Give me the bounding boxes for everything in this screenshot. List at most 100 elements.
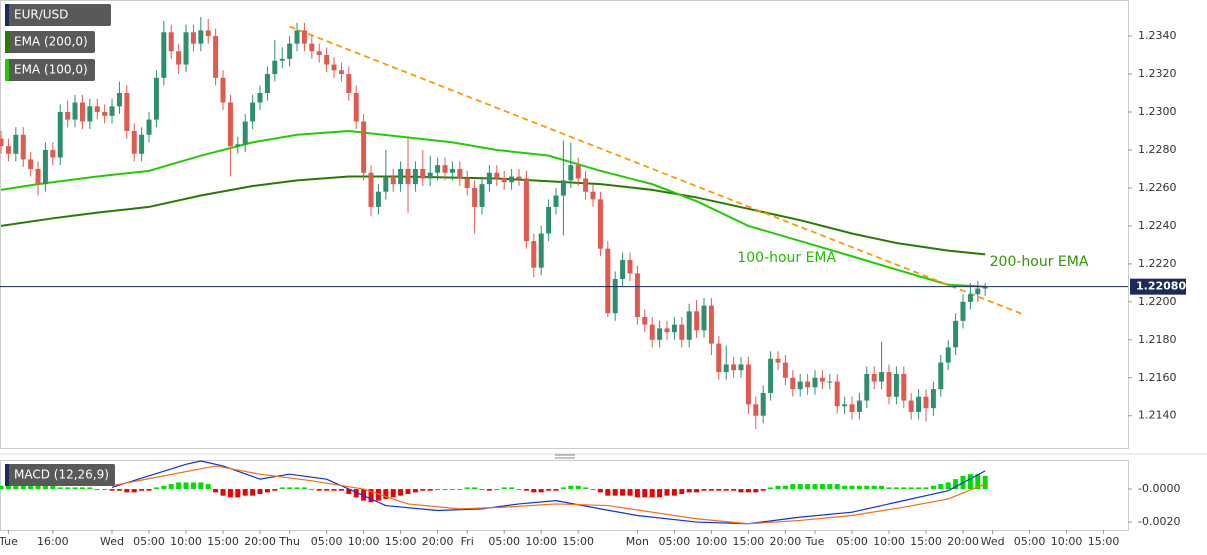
candle-body bbox=[531, 241, 537, 268]
macd-histogram-bar bbox=[871, 485, 877, 490]
symbol-label: EUR/USD bbox=[14, 8, 68, 22]
macd-histogram-bar bbox=[701, 489, 707, 491]
candle-body bbox=[0, 138, 4, 147]
candle-body bbox=[775, 358, 781, 363]
macd-histogram-bar bbox=[649, 489, 655, 498]
macd-histogram-bar bbox=[227, 489, 233, 498]
candle-body bbox=[131, 130, 137, 154]
y-tick-label: 1.2220 bbox=[1138, 257, 1177, 270]
candle-body bbox=[879, 372, 885, 382]
x-tick-label: 20:00 bbox=[770, 535, 802, 548]
candle-body bbox=[901, 373, 907, 401]
candle-body bbox=[301, 30, 307, 44]
macd-histogram-bar bbox=[671, 489, 677, 496]
candle-body bbox=[945, 347, 951, 363]
macd-histogram-bar bbox=[738, 489, 744, 493]
macd-histogram-bar bbox=[479, 489, 485, 491]
candle-body bbox=[383, 176, 389, 192]
candle-body bbox=[464, 178, 470, 188]
candle-body bbox=[368, 172, 374, 207]
macd-histogram-bar bbox=[331, 489, 337, 491]
trendline bbox=[289, 25, 1026, 316]
candle-body bbox=[35, 168, 41, 185]
macd-histogram-bar bbox=[901, 487, 907, 490]
y-tick-label: 1.2240 bbox=[1138, 219, 1177, 232]
x-tick-label: Wed bbox=[981, 535, 1005, 548]
candle-body bbox=[272, 60, 278, 75]
macd-histogram-bar bbox=[516, 489, 522, 491]
candle-body bbox=[353, 93, 359, 122]
macd-histogram-bar bbox=[642, 489, 648, 498]
candle-body bbox=[227, 102, 233, 147]
candle-body bbox=[235, 144, 241, 147]
macd-histogram-bar bbox=[309, 489, 315, 491]
x-tick-label: Tue bbox=[805, 535, 825, 548]
macd-histogram-bar bbox=[494, 489, 500, 491]
macd-histogram-bar bbox=[679, 489, 685, 495]
macd-histogram-bar bbox=[442, 489, 448, 491]
candle-body bbox=[642, 317, 648, 325]
x-tick-label: 10:00 bbox=[348, 535, 380, 548]
y-tick-label: 1.2160 bbox=[1138, 371, 1177, 384]
last-price-box bbox=[1130, 278, 1186, 295]
macd-histogram-bar bbox=[449, 489, 455, 491]
candle-body bbox=[213, 36, 219, 78]
candle-body bbox=[13, 134, 19, 154]
y-tick-label: 1.2280 bbox=[1138, 143, 1177, 156]
candle-body bbox=[568, 165, 574, 181]
macd-histogram-bar bbox=[664, 489, 670, 496]
candle-body bbox=[716, 343, 722, 373]
candle-body bbox=[5, 146, 11, 154]
legend-entry-box bbox=[5, 31, 95, 53]
macd-histogram-bar bbox=[657, 489, 663, 498]
macd-histogram-bar bbox=[686, 489, 692, 493]
candle-body bbox=[361, 121, 367, 173]
candle-body bbox=[124, 93, 130, 131]
macd-histogram-bar bbox=[390, 489, 396, 498]
candle-body bbox=[819, 377, 825, 382]
candle-body bbox=[220, 77, 226, 103]
candle-body bbox=[753, 404, 759, 416]
macd-histogram-bar bbox=[864, 485, 870, 490]
candle-body bbox=[420, 168, 426, 179]
candle-body bbox=[590, 191, 596, 200]
y-tick-label: 1.2300 bbox=[1138, 105, 1177, 118]
candle-body bbox=[316, 51, 322, 56]
x-tick-label: 10:00 bbox=[696, 535, 728, 548]
x-tick-label: Mon bbox=[626, 535, 649, 548]
macd-histogram-bar bbox=[139, 489, 145, 491]
candle-body bbox=[708, 305, 714, 344]
x-tick-label: 05:00 bbox=[311, 535, 343, 548]
macd-histogram-bar bbox=[612, 489, 618, 496]
candle-body bbox=[575, 165, 581, 179]
candle-body bbox=[627, 260, 633, 274]
candle-body bbox=[79, 102, 85, 122]
candle-body bbox=[760, 392, 766, 416]
y-tick-label: 1.2260 bbox=[1138, 181, 1177, 194]
candle-body bbox=[812, 377, 818, 388]
x-tick-label: 20:00 bbox=[244, 535, 276, 548]
macd-histogram-bar bbox=[849, 485, 855, 490]
candle-body bbox=[523, 178, 529, 242]
candle-body bbox=[390, 176, 396, 185]
macd-histogram-bar bbox=[731, 489, 737, 491]
macd-histogram-bar bbox=[405, 489, 411, 495]
macd-histogram-bar bbox=[464, 487, 470, 490]
macd-histogram-bar bbox=[116, 489, 122, 491]
x-tick-label: 20:00 bbox=[947, 535, 979, 548]
macd-histogram-bar bbox=[782, 485, 788, 490]
x-tick-label: 10:00 bbox=[1051, 535, 1083, 548]
legend-entry-swatch bbox=[5, 59, 9, 81]
candle-body bbox=[57, 112, 63, 158]
candle-body bbox=[102, 112, 108, 116]
resize-handle[interactable] bbox=[555, 454, 575, 459]
macd-histogram-bar bbox=[250, 489, 256, 496]
candle-body bbox=[864, 373, 870, 401]
candle-body bbox=[790, 377, 796, 390]
candle-body bbox=[65, 112, 71, 120]
macd-histogram-bar bbox=[768, 487, 774, 490]
candle-body bbox=[797, 381, 803, 390]
macd-histogram-bar bbox=[531, 489, 537, 493]
macd-histogram-bar bbox=[716, 489, 722, 491]
macd-histogram-bar bbox=[760, 489, 766, 491]
